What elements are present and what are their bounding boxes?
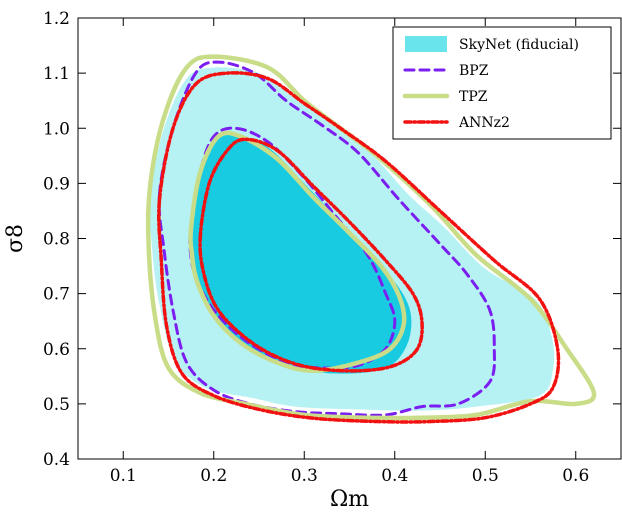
legend-label-bpz: BPZ [459,63,489,79]
y-tick-label: 0.9 [43,174,70,194]
y-tick-label: 0.7 [43,285,70,305]
x-tick-label: 0.1 [110,466,137,486]
y-tick-label: 0.4 [43,450,70,470]
x-tick-label: 0.5 [472,466,499,486]
x-tick-label: 0.4 [381,466,408,486]
x-tick-label: 0.3 [291,466,318,486]
y-axis-title: σ8 [3,224,28,253]
annz2-inner-contour [198,137,424,373]
bpz-outer-contour [157,60,496,417]
y-tick-label: 1.2 [43,9,70,29]
legend-label-skynet-fiducial: SkyNet (fiducial) [459,37,579,53]
skynet-fiducial-inner-contour [190,133,412,374]
legend-label-tpz: TPZ [459,89,488,105]
tpz-outer-contour [145,54,597,421]
y-tick-label: 0.8 [43,230,70,250]
tpz-inner-contour [188,130,407,374]
x-tick-label: 0.2 [200,466,227,486]
y-tick-label: 1.0 [43,119,70,139]
legend: SkyNet (fiducial) BPZ TPZ ANNz2 [392,26,612,140]
legend-swatch-skynet-fiducial [405,36,447,52]
x-tick-label: 0.6 [562,466,589,486]
y-tick-label: 0.6 [43,340,70,360]
bpz-inner-contour [188,126,397,370]
x-axis-title: Ωm [330,487,369,512]
y-tick-label: 0.5 [43,395,70,415]
plot-area [145,54,597,424]
y-tick-label: 1.1 [43,64,70,84]
annz2-outer-contour [157,71,561,424]
legend-label-annz2: ANNz2 [458,115,510,131]
axis-ticks: 0.1 0.2 0.3 0.4 0.5 0.6 0.4 0.5 0.6 0.7 0.8 0.9 1.0 1… [43,9,621,486]
